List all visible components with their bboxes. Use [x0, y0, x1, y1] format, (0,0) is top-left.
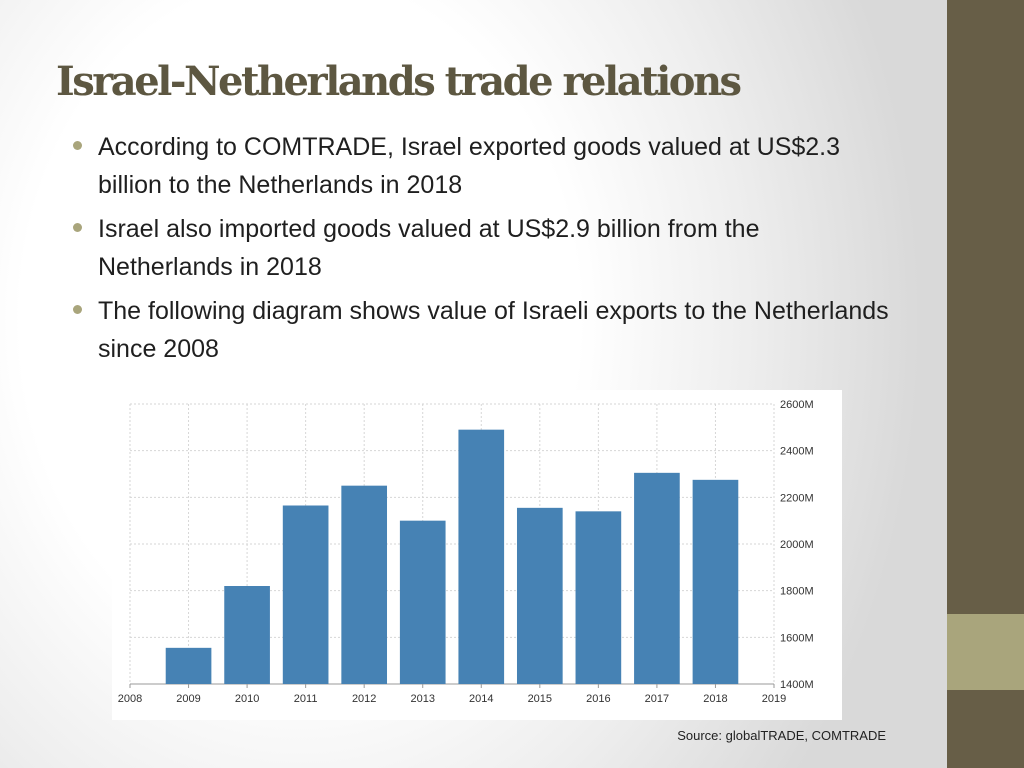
- bullet-dot: [73, 141, 82, 150]
- bullet-item: According to COMTRADE, Israel exported g…: [70, 128, 900, 204]
- bar-2014: [458, 429, 505, 684]
- side-accent-block: [947, 614, 1024, 690]
- y-tick-label: 1800M: [780, 586, 814, 598]
- y-tick-label: 2600M: [780, 399, 814, 411]
- bar-2015: [516, 507, 563, 684]
- x-tick-label: 2009: [176, 693, 200, 705]
- bullet-item: The following diagram shows value of Isr…: [70, 292, 900, 368]
- bullet-dot: [73, 223, 82, 232]
- exports-chart: 1400M 1600M 1800M 2000M 2200M 2400M 2600M 2008 2…: [112, 390, 842, 720]
- bar-2011: [282, 505, 329, 684]
- bar-2010: [224, 586, 270, 684]
- y-tick-label: 2000M: [780, 539, 814, 551]
- x-tick-label: 2019: [762, 693, 786, 705]
- bar-2012: [341, 485, 388, 684]
- x-tick-label: 2010: [235, 693, 259, 705]
- x-tick-label: 2013: [410, 693, 434, 705]
- bullet-list: According to COMTRADE, Israel exported g…: [70, 128, 900, 374]
- bar-2009: [165, 647, 212, 684]
- x-tick-label: 2008: [118, 693, 142, 705]
- x-tick-label: 2012: [352, 693, 376, 705]
- slide-title: Israel-Netherlands trade relations: [56, 58, 742, 105]
- bullet-text: The following diagram shows value of Isr…: [98, 297, 889, 363]
- bullet-dot: [73, 305, 82, 314]
- bar-2016: [575, 511, 622, 684]
- x-tick-label: 2017: [645, 693, 669, 705]
- y-tick-label: 2400M: [780, 446, 814, 458]
- bullet-text: According to COMTRADE, Israel exported g…: [98, 133, 841, 199]
- bullet-text: Israel also imported goods valued at US$…: [98, 215, 760, 281]
- exports-bar-chart: 1400M 1600M 1800M 2000M 2200M 2400M 2600M 2008 2…: [118, 399, 814, 705]
- x-tick-label: 2016: [586, 693, 610, 705]
- bar-2018: [692, 479, 739, 684]
- bar-2013: [399, 520, 446, 684]
- bullet-item: Israel also imported goods valued at US$…: [70, 210, 900, 286]
- source-caption: Source: globalTRADE, COMTRADE: [677, 728, 886, 743]
- y-tick-label: 1400M: [780, 679, 814, 691]
- x-tick-label: 2011: [294, 693, 318, 705]
- x-tick-label: 2015: [528, 693, 552, 705]
- y-tick-label: 2200M: [780, 492, 814, 504]
- x-tick-label: 2014: [469, 693, 493, 705]
- bar-2017: [634, 472, 680, 684]
- x-tick-label: 2018: [703, 693, 727, 705]
- y-tick-label: 1600M: [780, 632, 814, 644]
